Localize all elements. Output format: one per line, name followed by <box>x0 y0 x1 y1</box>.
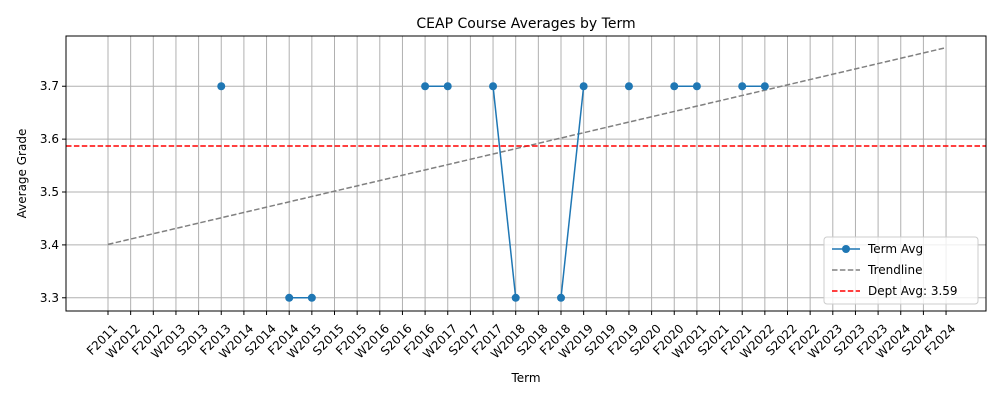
data-point <box>489 82 498 91</box>
data-point <box>421 82 430 91</box>
data-point <box>511 293 520 302</box>
data-point <box>670 82 679 91</box>
data-point <box>285 293 294 302</box>
data-point <box>692 82 701 91</box>
y-tick-label: 3.5 <box>40 185 59 199</box>
series-line <box>560 86 585 298</box>
data-point <box>307 293 316 302</box>
legend-box <box>823 236 979 305</box>
legend-label: Term Avg <box>867 242 923 256</box>
y-tick-label: 3.4 <box>40 238 59 252</box>
y-tick-label: 3.6 <box>40 132 59 146</box>
legend-label: Dept Avg: 3.59 <box>868 284 958 298</box>
y-tick-label: 3.7 <box>40 79 59 93</box>
x-axis-label: Term <box>510 371 540 385</box>
data-point <box>443 82 452 91</box>
data-point <box>579 82 588 91</box>
legend-label: Trendline <box>867 263 923 277</box>
data-point <box>760 82 769 91</box>
y-axis: 3.3 3.4 3.5 3.6 3.7 <box>40 79 66 305</box>
series-line <box>492 86 517 298</box>
y-tick-label: 3.3 <box>40 291 59 305</box>
data-point <box>624 82 633 91</box>
data-point <box>217 82 226 91</box>
plot-area <box>66 46 986 302</box>
axes-frame <box>65 35 987 312</box>
legend-marker <box>842 245 850 253</box>
chart-title: CEAP Course Averages by Term <box>416 16 635 32</box>
data-point <box>738 82 747 91</box>
legend: Term Avg Trendline Dept Avg: 3.59 <box>823 236 979 305</box>
y-axis-label: Average Grade <box>15 129 29 219</box>
data-point <box>557 293 565 302</box>
